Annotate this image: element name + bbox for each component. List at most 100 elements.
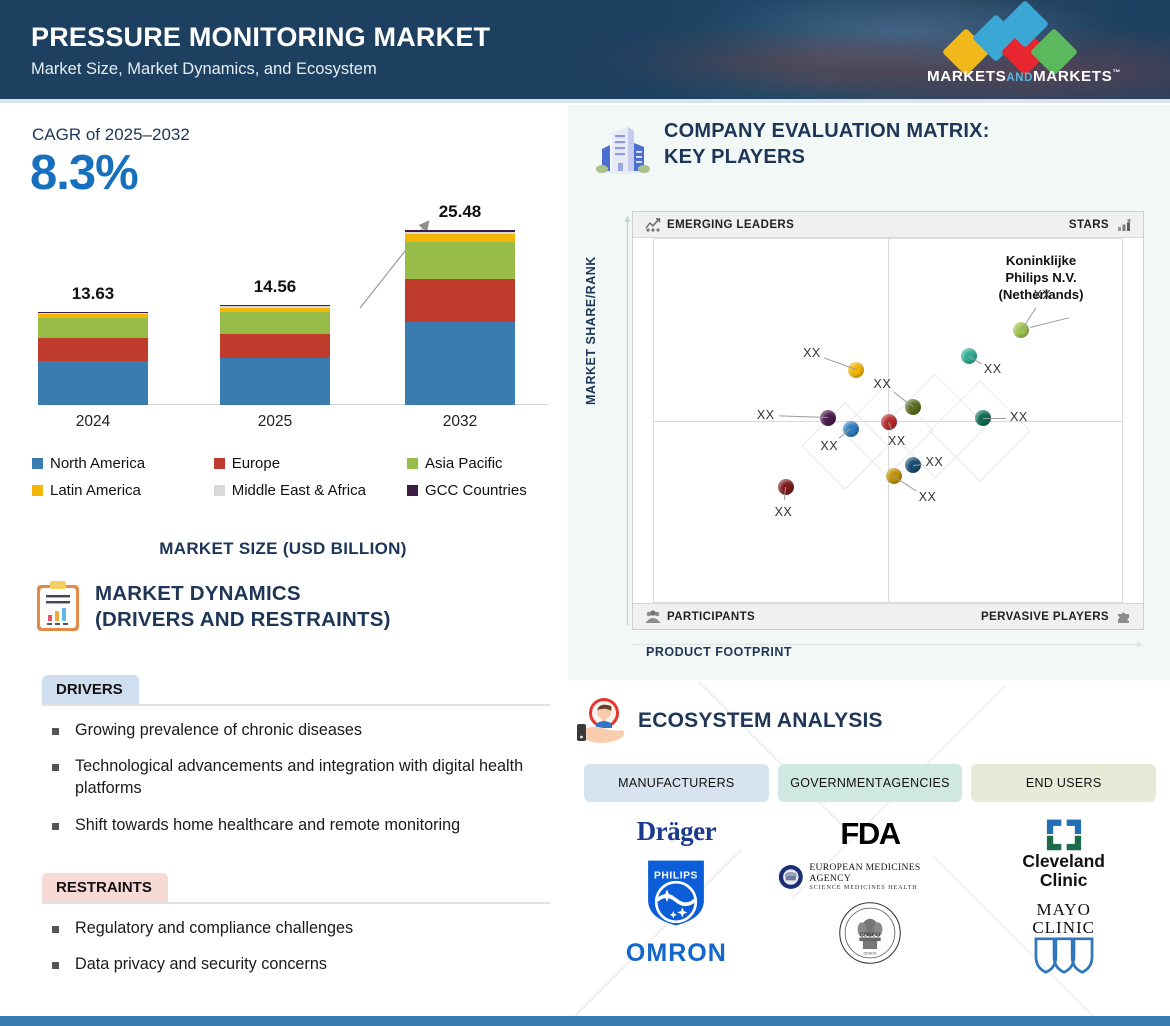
bar-2024: [38, 311, 148, 405]
legend-swatch: [213, 485, 225, 496]
ecosystem-logo-list: Cleveland Clinic MAYO CLINIC: [971, 816, 1156, 975]
market-size-stacked-bar-chart: 13.63 2024 14.56 2025 25.48 2032: [30, 188, 550, 433]
cleveland-clinic-icon: [1046, 819, 1081, 851]
matrix-company-dot[interactable]: [843, 420, 860, 437]
ecosystem-logo-list: Dräger PHILIPS OMRON: [584, 816, 769, 968]
ema-tagline: SCIENCE MEDICINES HEALTH: [809, 884, 918, 891]
bar-segment-north-america: [38, 361, 148, 405]
stars-icon: [1117, 217, 1133, 232]
restraint-bullet-item: Regulatory and compliance challenges: [42, 918, 550, 940]
drivers-list: Growing prevalence of chronic diseases Te…: [42, 720, 550, 837]
matrix-title: COMPANY EVALUATION MATRIX: KEY PLAYERS: [664, 119, 990, 170]
bar-segment-europe: [220, 333, 330, 359]
matrix-company-dot[interactable]: [848, 362, 865, 379]
matrix-plot-box: EMERGING LEADERS STARS Koninklijke Phili…: [632, 211, 1144, 630]
legend-label: North America: [50, 455, 146, 472]
restraints-rule: [42, 902, 550, 904]
bar-2032: [405, 230, 515, 405]
bar-segment-middle-east-africa: [405, 231, 515, 234]
restraints-tab-label: RESTRAINTS: [42, 873, 168, 902]
market-dynamics-title-line2: (DRIVERS AND RESTRAINTS): [95, 608, 391, 631]
featured-company-label: Koninklijke Philips N.V. (Netherlands): [966, 253, 1116, 304]
legend-row: Latin America Middle East & Africa GCC Cou…: [32, 482, 552, 499]
bar-segment-latin-america: [405, 233, 515, 242]
legend-label: Asia Pacific: [425, 455, 503, 472]
svg-text:CDSCO: CDSCO: [860, 933, 881, 939]
restraint-bullet-item: Data privacy and security concerns: [42, 954, 550, 976]
restraints-list: Regulatory and compliance challenges Data…: [42, 918, 550, 977]
matrix-top-bar: EMERGING LEADERS STARS: [633, 212, 1143, 238]
driver-bullet-text: Shift towards home healthcare and remote…: [75, 816, 461, 835]
legend-swatch: [407, 458, 419, 469]
legend-item-gcc-countries: GCC Countries: [407, 482, 552, 499]
mayo-clinic-logo: MAYO CLINIC: [1030, 899, 1098, 976]
legend-swatch: [213, 458, 225, 469]
buildings-icon: [594, 119, 650, 175]
matrix-leader-line: [983, 417, 1006, 419]
driver-bullet-item: Growing prevalence of chronic diseases: [42, 720, 550, 742]
matrix-x-axis-label: PRODUCT FOOTPRINT: [646, 645, 792, 659]
legend-label: GCC Countries: [425, 482, 527, 499]
chart-legend: North America Europe Asia Pacific Latin Ame…: [32, 455, 552, 509]
ecosystem-column: MANUFACTURERS Dräger PHILIPS OMRON: [584, 764, 769, 975]
company-evaluation-matrix-panel: COMPANY EVALUATION MATRIX: KEY PLAYERS M…: [568, 105, 1170, 680]
matrix-title-line2: KEY PLAYERS: [664, 145, 806, 168]
bar-total-label-2032: 25.48: [438, 202, 482, 222]
drivers-section: DRIVERS Growing prevalence of chronic di…: [42, 675, 550, 852]
bullet-marker-icon: [52, 925, 59, 933]
bullet-marker-icon: [52, 962, 59, 970]
matrix-company-label: XX: [925, 455, 944, 470]
pervasive-players-icon: [1117, 610, 1133, 624]
quadrant-label-pervasive-players: PERVASIVE PLAYERS: [980, 610, 1109, 623]
mayo-clinic-wordmark: MAYO CLINIC: [1032, 899, 1095, 937]
legend-swatch: [32, 485, 43, 496]
market-dynamics-title-line1: MARKET DYNAMICS: [95, 582, 301, 606]
driver-bullet-item: Technological advancements and integrati…: [42, 756, 550, 800]
driver-bullet-item: Shift towards home healthcare and remote…: [42, 815, 550, 837]
svg-text:CDSCO: CDSCO: [864, 951, 877, 955]
emerging-leaders-icon: [645, 217, 661, 232]
page-header: PRESSURE MONITORING MARKET Market Size, …: [0, 0, 1170, 103]
ecosystem-title: ECOSYSTEM ANALYSIS: [638, 709, 883, 732]
legend-item-middle-east-africa: Middle East & Africa: [213, 482, 407, 499]
ecosystem-heading: ECOSYSTEM ANALYSIS: [576, 696, 883, 746]
legend-item-europe: Europe: [213, 455, 407, 472]
bar-segment-north-america: [405, 322, 515, 405]
matrix-scatter-plot: Koninklijke Philips N.V. (Netherlands) X…: [653, 238, 1123, 603]
market-dynamics-heading: MARKET DYNAMICS (DRIVERS AND RESTRAINTS): [35, 581, 391, 633]
featured-company-leader-line: [1029, 317, 1069, 329]
matrix-company-dot[interactable]: [777, 479, 794, 496]
ecosystem-category-line: GOVERNMENT: [790, 775, 883, 790]
bar-total-label-2024: 13.63: [71, 283, 115, 303]
matrix-y-axis-label: MARKET SHARE/RANK: [584, 256, 598, 405]
matrix-company-dot[interactable]: [819, 409, 836, 426]
x-axis-arrow: [632, 641, 1144, 648]
matrix-company-label: XX: [820, 438, 839, 453]
bullet-marker-icon: [52, 727, 59, 735]
ecosystem-category-label: MANUFACTURERS: [584, 764, 769, 802]
cleveland-clinic-wordmark: Cleveland Clinic: [1022, 851, 1106, 891]
marketsandmarkets-logo: MARKETSANDMARKETS™: [924, 0, 1124, 87]
omron-wordmark: OMRON: [625, 939, 727, 967]
legend-row: North America Europe Asia Pacific: [32, 455, 552, 472]
legend-item-north-america: North America: [32, 455, 214, 472]
fda-logo: FDA: [840, 816, 901, 852]
matrix-company-label: XX: [756, 407, 775, 422]
featured-company-line3: (Netherlands): [998, 286, 1084, 302]
ecosystem-category-label: END USERS: [971, 764, 1157, 802]
driver-bullet-text: Growing prevalence of chronic diseases: [75, 720, 363, 739]
page-subtitle: Market Size, Market Dynamics, and Ecosys…: [31, 60, 377, 78]
person-in-hand-icon: [576, 696, 630, 746]
restraints-section: RESTRAINTS Regulatory and compliance cha…: [42, 873, 550, 991]
matrix-company-label: XX: [888, 433, 906, 448]
left-column: CAGR of 2025–2032 8.3% 13.63 2024 14.56 202…: [0, 103, 566, 1016]
bar-segment-latin-america: [38, 314, 148, 319]
legend-label: Middle East & Africa: [231, 482, 366, 499]
ema-logo: EUROPEAN MEDICINES AGENCY SCIENCE MEDICIN…: [778, 862, 963, 891]
matrix-company-label: XX: [918, 490, 937, 505]
featured-company-line2: Philips N.V.: [1005, 269, 1077, 285]
logo-trademark: ™: [1112, 67, 1121, 77]
bar-segment-europe: [38, 338, 148, 362]
legend-label: Latin America: [50, 482, 141, 499]
bar-segment-middle-east-africa: [38, 312, 148, 315]
